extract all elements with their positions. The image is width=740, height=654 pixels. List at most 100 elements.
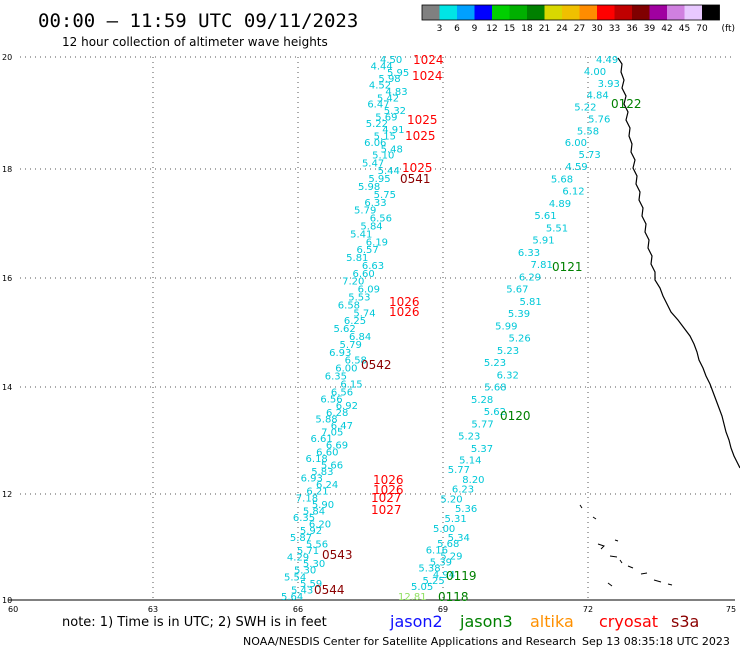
wave-height-label: 6.06 — [364, 138, 386, 149]
wave-height-label: 5.95 — [368, 174, 390, 185]
wave-height-label: 5.84 — [303, 506, 325, 517]
wave-height-label: 6.15 — [340, 379, 362, 390]
y-tick-label: 12 — [2, 490, 12, 499]
colorbar-label: 18 — [521, 24, 533, 34]
wave-height-label: 5.31 — [444, 514, 466, 525]
wave-height-label: 5.66 — [321, 460, 343, 471]
cryosat-time-label: 1025 — [402, 161, 433, 175]
wave-height-label: 5.10 — [372, 151, 394, 162]
wave-height-label: 5.59 — [300, 579, 322, 590]
wave-height-label: 5.68 — [484, 383, 506, 394]
wave-height-label: 5.29 — [440, 551, 462, 562]
colorbar-label: 3 — [437, 24, 443, 34]
wave-height-label: 6.56 — [370, 214, 392, 225]
wave-height-label: 3.93 — [598, 79, 620, 90]
wave-height-label: 5.98 — [378, 74, 400, 85]
y-tick-label: 14 — [2, 383, 12, 392]
wave-height-label: 6.21 — [306, 487, 328, 498]
wave-height-label: 5.92 — [300, 526, 322, 537]
wave-height-label: 6.58 — [345, 356, 367, 367]
wave-height-label: 6.09 — [358, 285, 380, 296]
pass-time-labels: 0122 0121 0120 0119 0118 1024 1024 1025 1025 1025… — [314, 53, 642, 604]
x-tick-label: 69 — [438, 605, 448, 614]
wave-height-label: 5.73 — [579, 150, 601, 161]
colorbar: 3 6 9 12 15 18 21 24 27 30 33 36 39 42 45 70 (ft) — [421, 4, 735, 34]
wave-height-label: 6.56 — [320, 395, 342, 406]
wave-height-label: 6.60 — [316, 447, 338, 458]
y-tick-label: 20 — [2, 53, 12, 62]
wave-height-label: 4.49 — [596, 55, 618, 66]
wave-height-label: 5.22 — [574, 103, 596, 114]
colorbar-label: 9 — [472, 24, 478, 34]
wave-height-label: 5.26 — [509, 334, 531, 345]
wave-height-label: 5.88 — [315, 414, 337, 425]
wave-height-label: 6.33 — [364, 198, 386, 209]
cryosat-time-label: 1026 — [389, 295, 420, 309]
colorbar-swatch — [579, 5, 597, 20]
wave-height-label: 5.84 — [360, 221, 382, 232]
wave-height-label: 4.29 — [287, 553, 309, 564]
map-title: 00:00 – 11:59 UTC 09/11/2023 — [38, 10, 358, 32]
wave-height-label: 6.47 — [331, 421, 353, 432]
wave-height-label: 5.62 — [484, 407, 506, 418]
wave-height-label: 6.12 — [562, 187, 584, 198]
wave-height-label: 4.89 — [549, 199, 571, 210]
wave-height-label: 4.52 — [369, 81, 391, 92]
colorbar-swatch — [614, 5, 632, 20]
satellite-legend: jason2 jason3 altika cryosat s3a — [389, 612, 699, 631]
altimeter-tracks: 4.504.445.955.984.524.835.426.475.325.69… — [281, 55, 620, 603]
wave-height-label: 5.32 — [384, 106, 406, 117]
wave-height-label: 6.35 — [325, 371, 347, 382]
jason3-time-label: 0122 — [611, 97, 642, 111]
cryosat-time-label: 1025 — [407, 113, 438, 127]
colorbar-label: 70 — [696, 24, 708, 34]
wave-height-label: 5.15 — [374, 132, 396, 143]
wave-height-label: 4.91 — [382, 125, 404, 136]
wave-height-label: 5.76 — [588, 114, 610, 125]
wave-height-label: 5.71 — [297, 546, 319, 557]
footer-note: note: 1) Time is in UTC; 2) SWH is in fe… — [62, 615, 327, 630]
legend-altika: altika — [530, 612, 574, 631]
wave-height-label: 8.20 — [462, 475, 484, 486]
wave-height-label: 7.05 — [321, 428, 343, 439]
wave-height-label: 4.83 — [385, 87, 407, 98]
x-tick-label: 75 — [726, 605, 736, 614]
colorbar-label: 30 — [591, 24, 603, 34]
wave-height-label: 6.33 — [518, 248, 540, 259]
cryosat-time-label: 1026 — [373, 483, 404, 497]
wave-height-label: 5.99 — [495, 321, 517, 332]
wave-height-label: 5.95 — [387, 68, 409, 79]
wave-height-label: 5.81 — [520, 297, 542, 308]
wave-height-label: 5.30 — [303, 559, 325, 570]
wave-height-label: 5.25 — [422, 576, 444, 587]
wave-height-label: 5.54 — [284, 572, 306, 583]
wave-height-label: 6.19 — [366, 237, 388, 248]
colorbar-swatch — [509, 5, 527, 20]
colorbar-swatch — [457, 5, 475, 20]
wave-height-label: 5.23 — [458, 432, 480, 443]
wave-height-label: 6.58 — [338, 300, 360, 311]
wave-height-label: 6.93 — [329, 348, 351, 359]
cryosat-time-label: 1024 — [412, 69, 443, 83]
legend-cryosat: cryosat — [599, 612, 658, 631]
wave-height-label: 4.44 — [370, 61, 392, 72]
wave-height-label: 4.94 — [433, 570, 455, 581]
wave-height-label: 4.50 — [380, 55, 402, 66]
colorbar-swatch — [667, 5, 685, 20]
y-tick-label: 18 — [2, 165, 12, 174]
wave-height-label: 5.74 — [353, 308, 375, 319]
s3a-time-label: 0541 — [400, 172, 431, 186]
wave-height-label: 5.23 — [484, 358, 506, 369]
wave-height-label: 6.60 — [353, 269, 375, 280]
colorbar-label: 6 — [454, 24, 460, 34]
colorbar-label: 21 — [539, 24, 550, 34]
wave-height-label: 6.84 — [349, 332, 371, 343]
wave-height-label: 6.00 — [335, 364, 357, 375]
wave-height-label: 4.59 — [565, 162, 587, 173]
wave-height-label: 5.28 — [471, 395, 493, 406]
colorbar-label: 42 — [661, 24, 672, 34]
wave-height-label: 6.93 — [301, 474, 323, 485]
wave-height-label: 4.00 — [584, 67, 606, 78]
